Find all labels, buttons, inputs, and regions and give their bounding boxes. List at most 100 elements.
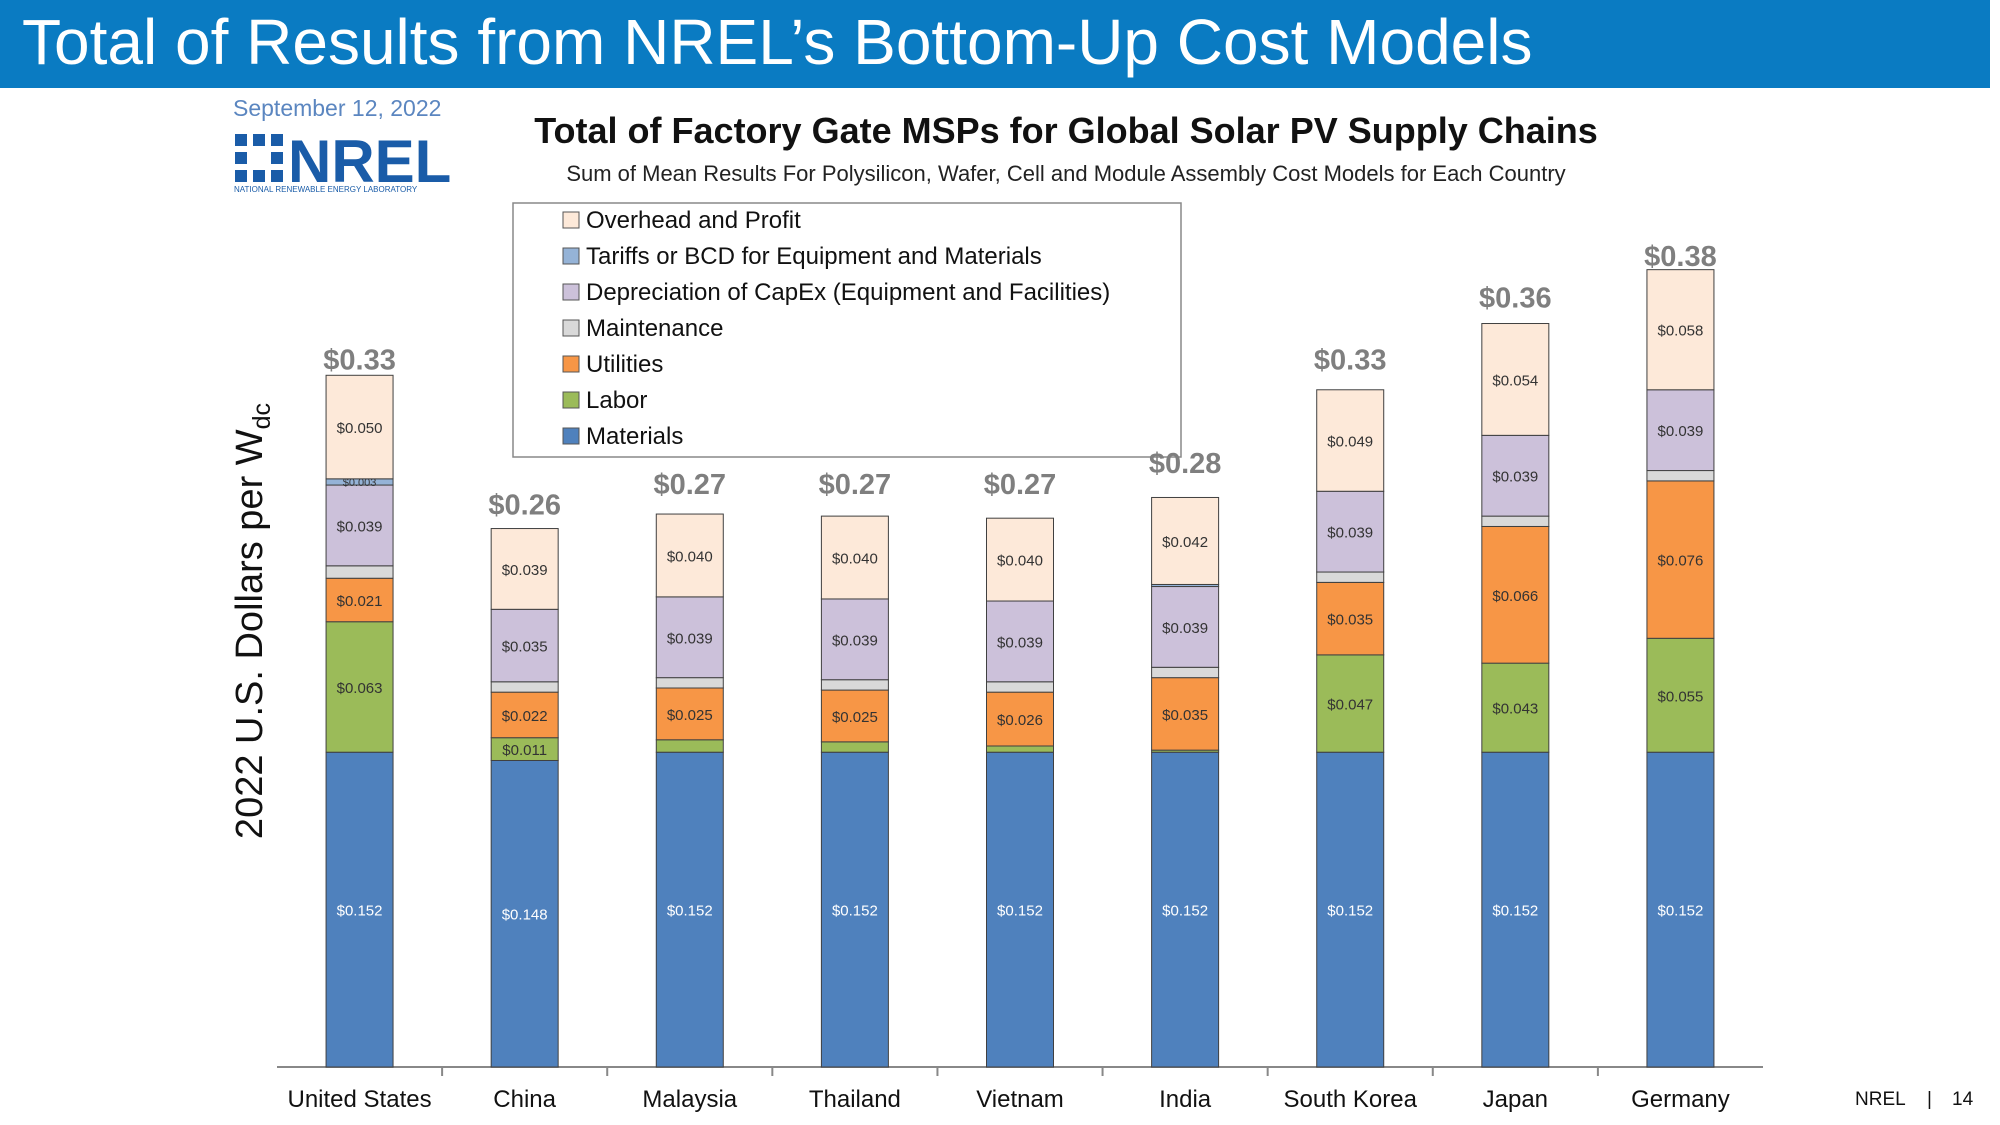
footer-separator: | (1927, 1089, 1932, 1110)
bar-segment (325, 751, 394, 1068)
total-label: $0.38 (1644, 241, 1717, 273)
bar-segment (655, 687, 724, 741)
x-tick-label: Japan (1483, 1086, 1548, 1113)
x-tick-label: Thailand (809, 1086, 901, 1113)
value-label: $0.040 (667, 548, 713, 565)
total-label: $0.27 (819, 469, 892, 501)
value-label: $0.039 (1657, 423, 1703, 440)
value-label: $0.035 (1327, 612, 1373, 629)
bar-segment (655, 751, 724, 1068)
date: September 12, 2022 (233, 95, 441, 121)
bar-segment (1316, 389, 1385, 492)
total-label: $0.33 (323, 345, 396, 377)
bar-segment (986, 751, 1054, 1068)
value-label: $0.039 (997, 634, 1043, 651)
bar-segment (1316, 490, 1385, 573)
value-label: $0.152 (1492, 903, 1538, 920)
bar-segment (986, 600, 1054, 683)
bar-segment (325, 565, 394, 579)
y-axis-label-main: 2022 U.S. Dollars per W (229, 429, 271, 839)
slide-title: Total of Results from NREL’s Bottom-Up C… (22, 6, 1532, 78)
chart-title: Total of Factory Gate MSPs for Global So… (534, 110, 1598, 151)
value-label: $0.026 (997, 712, 1043, 729)
legend-label: Labor (586, 387, 647, 414)
bar-segment (1481, 323, 1550, 436)
value-label: $0.040 (997, 553, 1043, 570)
bar-segment (325, 374, 394, 480)
value-label: $0.035 (1162, 707, 1208, 724)
bar-segment (1481, 751, 1550, 1068)
value-label: $0.047 (1327, 697, 1373, 714)
bar-segment (1481, 525, 1550, 664)
bar-segment (1646, 480, 1715, 639)
bar-segment (820, 515, 889, 600)
legend-swatch (562, 427, 580, 445)
value-label: $0.148 (502, 907, 548, 924)
legend-label: Utilities (586, 351, 663, 378)
bar-segment (325, 484, 394, 567)
bar-segment (1481, 515, 1550, 527)
bar-segment (655, 677, 724, 689)
legend-swatch (562, 247, 580, 265)
value-label: $0.025 (667, 707, 713, 724)
bar-segment (1316, 751, 1385, 1068)
x-tick-label: India (1159, 1086, 1212, 1113)
bar-segment (1481, 434, 1550, 517)
total-label: $0.27 (653, 469, 726, 501)
bar-segment (655, 513, 724, 598)
value-label: $0.063 (337, 680, 383, 697)
bar-segment (820, 598, 889, 681)
total-label: $0.36 (1479, 282, 1552, 314)
logo-icon (235, 134, 283, 182)
footer-org: NREL (1855, 1089, 1906, 1110)
bar-segment (490, 528, 559, 610)
legend-swatch (562, 211, 580, 229)
value-label: $0.055 (1657, 688, 1703, 705)
x-tick-label: Vietnam (976, 1086, 1064, 1113)
bar-segment (1151, 666, 1220, 679)
logo-text: NREL (288, 128, 451, 195)
bar-segment (655, 739, 724, 753)
legend-swatch (562, 355, 580, 373)
bar-segment (325, 577, 394, 623)
total-label: $0.33 (1314, 345, 1387, 377)
bar-segment (1646, 470, 1715, 482)
value-label: $0.039 (337, 518, 383, 535)
bar-segment (490, 691, 559, 739)
page-number: 14 (1952, 1089, 1974, 1110)
bar-segment (986, 745, 1054, 753)
y-axis-label: 2022 U.S. Dollars per Wdc (229, 403, 276, 839)
value-label: $0.043 (1492, 701, 1538, 718)
value-label: $0.039 (502, 562, 548, 579)
value-label: $0.066 (1492, 588, 1538, 605)
value-label: $0.152 (337, 903, 383, 920)
legend-label: Tariffs or BCD for Equipment and Materia… (586, 243, 1042, 270)
value-label: $0.152 (1327, 903, 1373, 920)
bar-segment (1151, 496, 1220, 585)
legend-label: Depreciation of CapEx (Equipment and Fac… (586, 279, 1110, 306)
value-label: $0.035 (502, 639, 548, 656)
bar-segment (986, 691, 1054, 747)
value-label: $0.049 (1327, 434, 1373, 451)
value-label: $0.042 (1162, 534, 1208, 551)
chart-subtitle: Sum of Mean Results For Polysilicon, Waf… (566, 161, 1565, 186)
legend-swatch (562, 283, 580, 301)
value-label: $0.152 (1162, 903, 1208, 920)
x-tick-label: United States (288, 1086, 432, 1113)
bar-segment (986, 681, 1054, 693)
bar-segment (1151, 751, 1220, 1068)
logo-subtitle: NATIONAL RENEWABLE ENERGY LABORATORY (234, 185, 418, 194)
bar-segment (1646, 751, 1715, 1068)
value-label: $0.039 (1327, 525, 1373, 542)
bar-segment (1481, 662, 1550, 753)
x-tick-label: South Korea (1284, 1086, 1418, 1113)
legend-label: Overhead and Profit (586, 207, 801, 234)
bar-segment (986, 517, 1054, 602)
value-label: $0.058 (1657, 323, 1703, 340)
value-label: $0.022 (502, 708, 548, 725)
value-label: $0.039 (667, 630, 713, 647)
bar-segment (490, 681, 559, 693)
x-tick-label: China (493, 1086, 556, 1113)
value-label: $0.152 (832, 903, 878, 920)
